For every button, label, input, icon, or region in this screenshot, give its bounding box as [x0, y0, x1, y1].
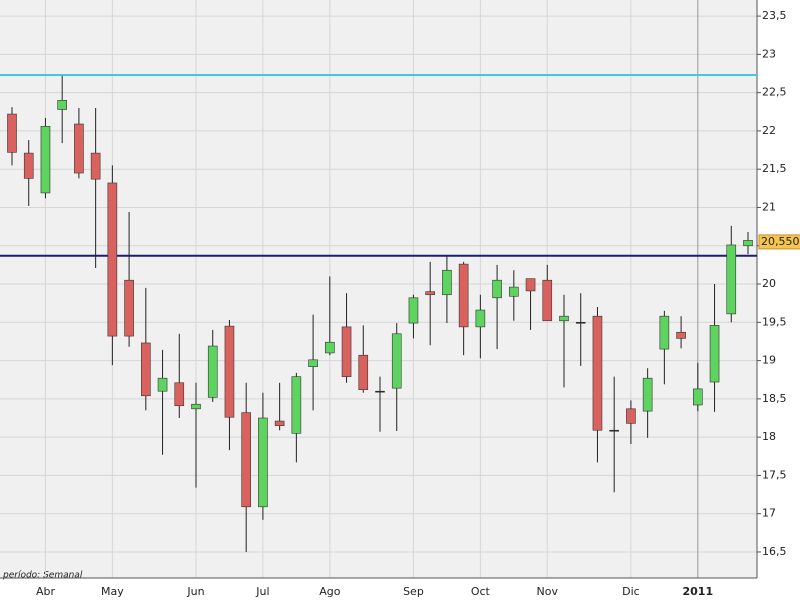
candle-body: [709, 325, 720, 383]
candle-body: [325, 341, 335, 354]
x-tick-label: 2011: [683, 585, 714, 598]
candle-body: [157, 377, 168, 392]
candle-body: [425, 291, 435, 296]
candle-body: [575, 322, 586, 324]
candle-body: [7, 113, 17, 153]
candle-body: [609, 429, 619, 432]
candle-body: [693, 388, 703, 406]
x-tick-label: May: [101, 585, 124, 598]
y-tick-label: 21: [762, 200, 776, 213]
candle-body: [107, 182, 118, 337]
candle-body: [391, 333, 402, 389]
candle-body: [642, 377, 653, 412]
candle-body: [308, 359, 318, 368]
y-tick-label: 23,5: [762, 9, 787, 22]
y-tick-label: 19,5: [762, 315, 787, 328]
candle-body: [743, 240, 753, 247]
candle-body: [592, 315, 603, 431]
last-price-box: [758, 234, 800, 250]
candle-body: [207, 345, 218, 398]
footnote: período: Semanal: [2, 571, 83, 581]
candle-body: [408, 297, 419, 324]
candle-body: [375, 390, 385, 393]
candle-body: [726, 244, 737, 315]
candle-body: [141, 342, 151, 397]
candle-body: [23, 152, 34, 179]
candle-body: [57, 99, 67, 110]
candle-body: [191, 403, 201, 410]
last-price-label: 20,5500: [761, 235, 800, 248]
candle-body: [224, 325, 235, 418]
candle-body: [475, 309, 486, 328]
y-tick-label: 23: [762, 47, 776, 60]
candle-body: [40, 126, 51, 194]
y-tick-label: 17,5: [762, 468, 787, 481]
y-tick-label: 19: [762, 354, 776, 367]
candle-body: [559, 315, 569, 322]
y-tick-label: 21,5: [762, 162, 787, 175]
x-tick-label: Jul: [255, 585, 269, 598]
x-tick-label: Sep: [403, 585, 424, 598]
y-tick-label: 22,5: [762, 86, 787, 99]
y-tick-label: 20: [762, 277, 776, 290]
candle-body: [341, 326, 352, 377]
candle-body: [676, 331, 686, 339]
candle-body: [90, 152, 101, 180]
candle-body: [258, 417, 268, 508]
x-tick-label: Nov: [537, 585, 559, 598]
candle-body: [659, 315, 670, 350]
candle-body: [74, 123, 84, 174]
candle-body: [124, 279, 134, 337]
y-tick-label: 22: [762, 124, 776, 137]
candle-body: [509, 286, 519, 297]
candle-body: [525, 278, 536, 292]
x-tick-label: Jun: [186, 585, 204, 598]
candle-body: [492, 279, 502, 299]
candle-body: [241, 412, 251, 508]
y-tick-label: 18,5: [762, 392, 787, 405]
candle-body: [274, 420, 285, 426]
candle-body: [542, 279, 553, 322]
y-tick-label: 18: [762, 430, 776, 443]
y-tick-label: 17: [762, 507, 776, 520]
x-tick-label: Abr: [36, 585, 56, 598]
candle-body: [442, 269, 452, 296]
x-tick-label: Oct: [471, 585, 491, 598]
candle-body: [458, 263, 469, 328]
candle-body: [174, 382, 185, 407]
x-tick-label: Dic: [622, 585, 640, 598]
x-tick-label: Ago: [319, 585, 341, 598]
candle-body: [291, 376, 302, 434]
y-tick-label: 16,5: [762, 545, 787, 558]
candle-body: [358, 354, 369, 390]
candle-body: [626, 408, 636, 424]
